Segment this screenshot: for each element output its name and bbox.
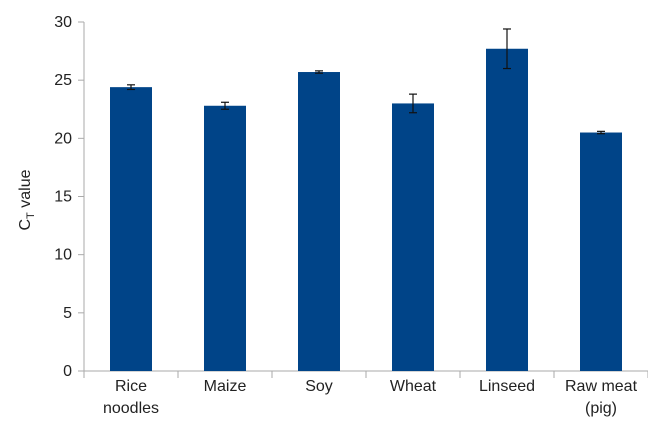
- error-bars: [127, 28, 605, 135]
- x-tick-label: Wheat: [390, 378, 437, 395]
- bar: [392, 103, 434, 371]
- x-tick-label: Rice noodles: [103, 378, 159, 417]
- x-tick-label: Raw meat (pig): [565, 378, 638, 417]
- x-tick-label: Maize: [204, 378, 247, 395]
- y-tick-label: 15: [54, 189, 72, 206]
- bar: [204, 105, 246, 371]
- y-tick-label: 25: [54, 72, 72, 89]
- bar: [110, 87, 152, 371]
- bar: [486, 48, 528, 372]
- y-tick-label: 20: [54, 130, 72, 147]
- y-tick-label: 10: [54, 247, 72, 264]
- bars: [110, 48, 622, 372]
- x-tick-labels: Rice noodles Maize Soy Wheat Linseed Raw meat(…: [103, 378, 638, 417]
- axes: [78, 21, 648, 378]
- y-tick-label: 5: [63, 305, 72, 322]
- y-tick-labels: 0 5 10 15 20 25 30: [54, 14, 72, 380]
- y-tick-label: 0: [63, 363, 72, 380]
- y-tick-label: 30: [54, 14, 72, 31]
- bar: [580, 132, 622, 371]
- bar: [298, 72, 340, 372]
- y-axis-title: CT value: [17, 169, 37, 230]
- x-tick-label: Linseed: [479, 378, 535, 395]
- x-tick-label: Soy: [305, 378, 333, 395]
